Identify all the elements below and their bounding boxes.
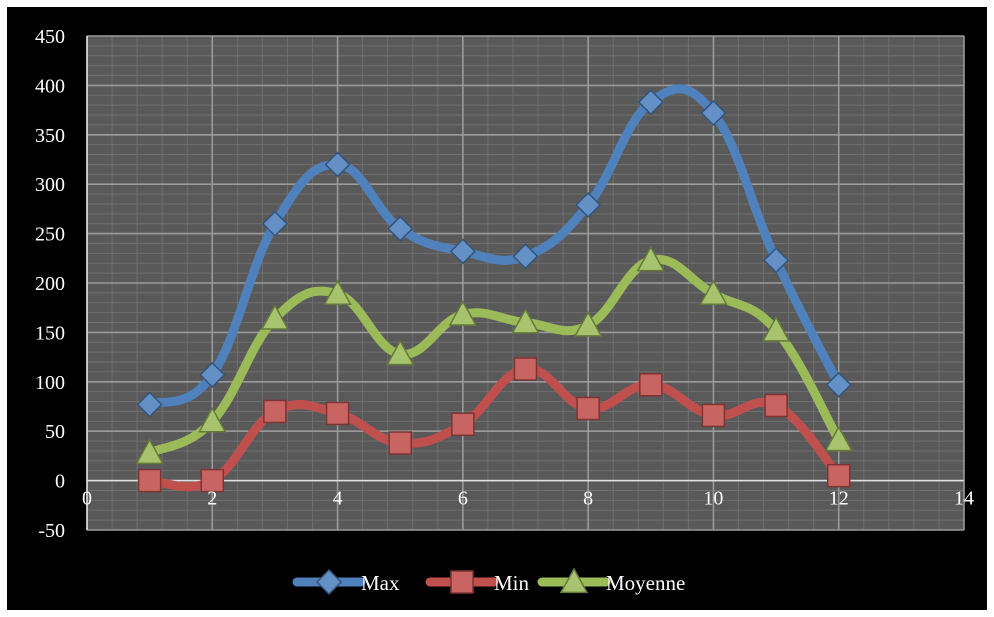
x-tick-label: 6 (458, 488, 468, 510)
data-point-moyenne (511, 307, 540, 334)
data-point-moyenne (761, 315, 791, 342)
data-point-moyenne (699, 279, 728, 306)
tick-labels: 0 2 4 6 8 10 12 14 450 400 350 300 250 200 150 100 50 0 -5… (35, 26, 974, 542)
legend-label-min: Min (494, 571, 530, 595)
y-tick-label: 400 (35, 75, 65, 97)
data-point-min (826, 463, 851, 488)
y-tick-label: 100 (35, 372, 65, 394)
data-point-moyenne (573, 310, 603, 337)
legend-label-moyenne: Moyenne (606, 571, 685, 595)
legend-marker-max (315, 568, 343, 596)
y-tick-label: 150 (35, 322, 65, 344)
data-point-max (449, 238, 476, 265)
data-point-moyenne (824, 425, 853, 452)
y-tick-label: 250 (35, 224, 65, 246)
data-point-min (451, 412, 475, 437)
x-tick-label: 12 (829, 488, 849, 510)
data-point-max (700, 100, 727, 127)
data-point-moyenne (385, 339, 415, 366)
x-tick-label: 8 (583, 488, 593, 510)
x-tick-label: 2 (207, 488, 217, 510)
y-tick-label: -50 (38, 520, 65, 542)
data-point-max (637, 89, 664, 116)
chart-frame: 0 2 4 6 8 10 12 14 450 400 350 300 250 200 150 100 50 0 -5… (7, 7, 987, 610)
x-tick-label: 10 (703, 488, 723, 510)
x-tick-label: 14 (954, 488, 974, 510)
data-point-max (387, 215, 414, 242)
data-point-moyenne (323, 279, 352, 306)
data-point-max (512, 243, 539, 270)
legend-marker-moyenne (559, 567, 589, 594)
data-point-max (199, 361, 226, 388)
data-point-min (701, 403, 726, 428)
data-point-min (325, 401, 350, 426)
data-point-max (575, 191, 602, 219)
data-point-max (261, 210, 288, 237)
y-tick-label: 350 (35, 125, 65, 147)
x-tick-label: 0 (82, 488, 92, 510)
x-tick-label: 4 (333, 488, 343, 510)
y-tick-label: 50 (45, 421, 65, 443)
data-point-moyenne (636, 245, 666, 272)
data-point-moyenne (135, 438, 164, 465)
y-tick-label: 300 (35, 174, 65, 196)
data-point-min (764, 393, 788, 418)
y-tick-label: 200 (35, 273, 65, 295)
legend-label-max: Max (361, 571, 400, 595)
y-tick-label: 0 (55, 471, 65, 493)
legend-marker-min (450, 570, 474, 594)
data-point-min (200, 468, 225, 493)
axes (86, 36, 964, 530)
data-point-min (263, 399, 287, 424)
data-point-moyenne (448, 300, 478, 326)
data-point-min (513, 357, 538, 381)
data-point-max (825, 371, 852, 398)
data-point-min (388, 431, 412, 455)
data-point-min (137, 468, 162, 493)
series-markers (135, 89, 853, 493)
data-point-max (763, 247, 790, 274)
data-point-moyenne (198, 406, 227, 433)
data-point-moyenne (260, 304, 290, 330)
series-line-max (145, 84, 844, 409)
data-point-min (576, 396, 600, 421)
line-chart: 0 2 4 6 8 10 12 14 450 400 350 300 250 200 150 100 50 0 -5… (35, 26, 974, 596)
series-line-moyenne (145, 254, 844, 458)
y-tick-label: 450 (35, 26, 65, 48)
data-point-max (324, 151, 351, 178)
legend: Max Min Moyenne (292, 567, 685, 596)
data-point-min (639, 373, 663, 397)
data-point-max (136, 391, 163, 418)
